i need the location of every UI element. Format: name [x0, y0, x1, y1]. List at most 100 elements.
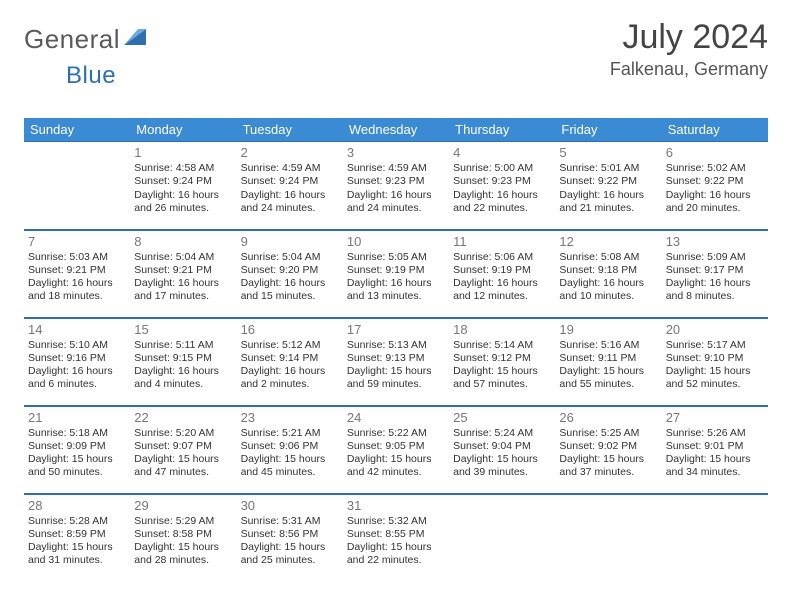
sunset-line: Sunset: 9:14 PM: [241, 352, 339, 365]
sunrise-line: Sunrise: 5:18 AM: [28, 427, 126, 440]
day-number: 20: [666, 322, 764, 338]
day-number: 19: [559, 322, 657, 338]
calendar-day-cell: 4Sunrise: 5:00 AMSunset: 9:23 PMDaylight…: [449, 142, 555, 230]
calendar-day-cell: 27Sunrise: 5:26 AMSunset: 9:01 PMDayligh…: [662, 406, 768, 494]
sunset-line: Sunset: 9:18 PM: [559, 264, 657, 277]
sunrise-line: Sunrise: 5:13 AM: [347, 339, 445, 352]
sunset-line: Sunset: 9:21 PM: [134, 264, 232, 277]
daylight-line: Daylight: 16 hours and 24 minutes.: [347, 189, 445, 215]
calendar-day-cell: 6Sunrise: 5:02 AMSunset: 9:22 PMDaylight…: [662, 142, 768, 230]
daylight-line: Daylight: 16 hours and 15 minutes.: [241, 277, 339, 303]
calendar-body: 1Sunrise: 4:58 AMSunset: 9:24 PMDaylight…: [24, 142, 768, 582]
calendar-day-cell: 30Sunrise: 5:31 AMSunset: 8:56 PMDayligh…: [237, 494, 343, 582]
daylight-line: Daylight: 15 hours and 42 minutes.: [347, 453, 445, 479]
calendar-day-cell: 22Sunrise: 5:20 AMSunset: 9:07 PMDayligh…: [130, 406, 236, 494]
calendar-week-row: 14Sunrise: 5:10 AMSunset: 9:16 PMDayligh…: [24, 318, 768, 406]
day-number: 5: [559, 145, 657, 161]
sunrise-line: Sunrise: 5:12 AM: [241, 339, 339, 352]
daylight-line: Daylight: 16 hours and 2 minutes.: [241, 365, 339, 391]
sunset-line: Sunset: 9:17 PM: [666, 264, 764, 277]
sunset-line: Sunset: 9:20 PM: [241, 264, 339, 277]
sunrise-line: Sunrise: 5:06 AM: [453, 251, 551, 264]
sunset-line: Sunset: 9:15 PM: [134, 352, 232, 365]
calendar-day-cell: 16Sunrise: 5:12 AMSunset: 9:14 PMDayligh…: [237, 318, 343, 406]
daylight-line: Daylight: 15 hours and 57 minutes.: [453, 365, 551, 391]
sunrise-line: Sunrise: 5:02 AM: [666, 162, 764, 175]
sunrise-line: Sunrise: 5:16 AM: [559, 339, 657, 352]
day-header: Friday: [555, 118, 661, 142]
daylight-line: Daylight: 16 hours and 21 minutes.: [559, 189, 657, 215]
day-header: Sunday: [24, 118, 130, 142]
calendar-table: SundayMondayTuesdayWednesdayThursdayFrid…: [24, 118, 768, 582]
calendar-day-cell: 24Sunrise: 5:22 AMSunset: 9:05 PMDayligh…: [343, 406, 449, 494]
day-number: 27: [666, 410, 764, 426]
sunrise-line: Sunrise: 5:04 AM: [134, 251, 232, 264]
sunrise-line: Sunrise: 5:05 AM: [347, 251, 445, 264]
day-number: 12: [559, 234, 657, 250]
sunrise-line: Sunrise: 5:14 AM: [453, 339, 551, 352]
calendar-day-cell: 19Sunrise: 5:16 AMSunset: 9:11 PMDayligh…: [555, 318, 661, 406]
sunset-line: Sunset: 9:04 PM: [453, 440, 551, 453]
daylight-line: Daylight: 15 hours and 47 minutes.: [134, 453, 232, 479]
sunset-line: Sunset: 8:58 PM: [134, 528, 232, 541]
daylight-line: Daylight: 16 hours and 10 minutes.: [559, 277, 657, 303]
day-number: 24: [347, 410, 445, 426]
calendar-empty-cell: [449, 494, 555, 582]
calendar-day-cell: 17Sunrise: 5:13 AMSunset: 9:13 PMDayligh…: [343, 318, 449, 406]
sunset-line: Sunset: 9:11 PM: [559, 352, 657, 365]
calendar-week-row: 21Sunrise: 5:18 AMSunset: 9:09 PMDayligh…: [24, 406, 768, 494]
calendar-day-cell: 15Sunrise: 5:11 AMSunset: 9:15 PMDayligh…: [130, 318, 236, 406]
calendar-day-cell: 1Sunrise: 4:58 AMSunset: 9:24 PMDaylight…: [130, 142, 236, 230]
calendar-empty-cell: [555, 494, 661, 582]
day-number: 25: [453, 410, 551, 426]
sunset-line: Sunset: 9:21 PM: [28, 264, 126, 277]
sunset-line: Sunset: 9:12 PM: [453, 352, 551, 365]
day-number: 13: [666, 234, 764, 250]
calendar-day-cell: 5Sunrise: 5:01 AMSunset: 9:22 PMDaylight…: [555, 142, 661, 230]
sunset-line: Sunset: 9:22 PM: [559, 175, 657, 188]
day-number: 26: [559, 410, 657, 426]
sunrise-line: Sunrise: 4:59 AM: [241, 162, 339, 175]
calendar-day-cell: 10Sunrise: 5:05 AMSunset: 9:19 PMDayligh…: [343, 230, 449, 318]
day-header: Wednesday: [343, 118, 449, 142]
daylight-line: Daylight: 15 hours and 31 minutes.: [28, 541, 126, 567]
day-number: 23: [241, 410, 339, 426]
sunrise-line: Sunrise: 5:01 AM: [559, 162, 657, 175]
day-number: 29: [134, 498, 232, 514]
daylight-line: Daylight: 15 hours and 50 minutes.: [28, 453, 126, 479]
day-number: 15: [134, 322, 232, 338]
sunset-line: Sunset: 9:05 PM: [347, 440, 445, 453]
sunset-line: Sunset: 9:02 PM: [559, 440, 657, 453]
daylight-line: Daylight: 15 hours and 52 minutes.: [666, 365, 764, 391]
sunset-line: Sunset: 9:23 PM: [347, 175, 445, 188]
daylight-line: Daylight: 15 hours and 45 minutes.: [241, 453, 339, 479]
sunset-line: Sunset: 9:16 PM: [28, 352, 126, 365]
sunset-line: Sunset: 8:59 PM: [28, 528, 126, 541]
daylight-line: Daylight: 15 hours and 22 minutes.: [347, 541, 445, 567]
calendar-day-cell: 25Sunrise: 5:24 AMSunset: 9:04 PMDayligh…: [449, 406, 555, 494]
day-number: 31: [347, 498, 445, 514]
page-title: July 2024: [610, 18, 768, 57]
sunset-line: Sunset: 9:19 PM: [453, 264, 551, 277]
sunset-line: Sunset: 9:07 PM: [134, 440, 232, 453]
daylight-line: Daylight: 15 hours and 39 minutes.: [453, 453, 551, 479]
calendar-week-row: 28Sunrise: 5:28 AMSunset: 8:59 PMDayligh…: [24, 494, 768, 582]
day-number: 17: [347, 322, 445, 338]
day-header: Saturday: [662, 118, 768, 142]
day-number: 1: [134, 145, 232, 161]
calendar-day-cell: 9Sunrise: 5:04 AMSunset: 9:20 PMDaylight…: [237, 230, 343, 318]
day-number: 28: [28, 498, 126, 514]
sunrise-line: Sunrise: 5:29 AM: [134, 515, 232, 528]
day-header: Monday: [130, 118, 236, 142]
day-number: 22: [134, 410, 232, 426]
sunrise-line: Sunrise: 5:00 AM: [453, 162, 551, 175]
sunset-line: Sunset: 9:19 PM: [347, 264, 445, 277]
sunrise-line: Sunrise: 4:59 AM: [347, 162, 445, 175]
calendar-day-cell: 8Sunrise: 5:04 AMSunset: 9:21 PMDaylight…: [130, 230, 236, 318]
daylight-line: Daylight: 16 hours and 20 minutes.: [666, 189, 764, 215]
sunrise-line: Sunrise: 5:22 AM: [347, 427, 445, 440]
calendar-day-cell: 28Sunrise: 5:28 AMSunset: 8:59 PMDayligh…: [24, 494, 130, 582]
calendar-empty-cell: [662, 494, 768, 582]
daylight-line: Daylight: 15 hours and 28 minutes.: [134, 541, 232, 567]
daylight-line: Daylight: 16 hours and 22 minutes.: [453, 189, 551, 215]
